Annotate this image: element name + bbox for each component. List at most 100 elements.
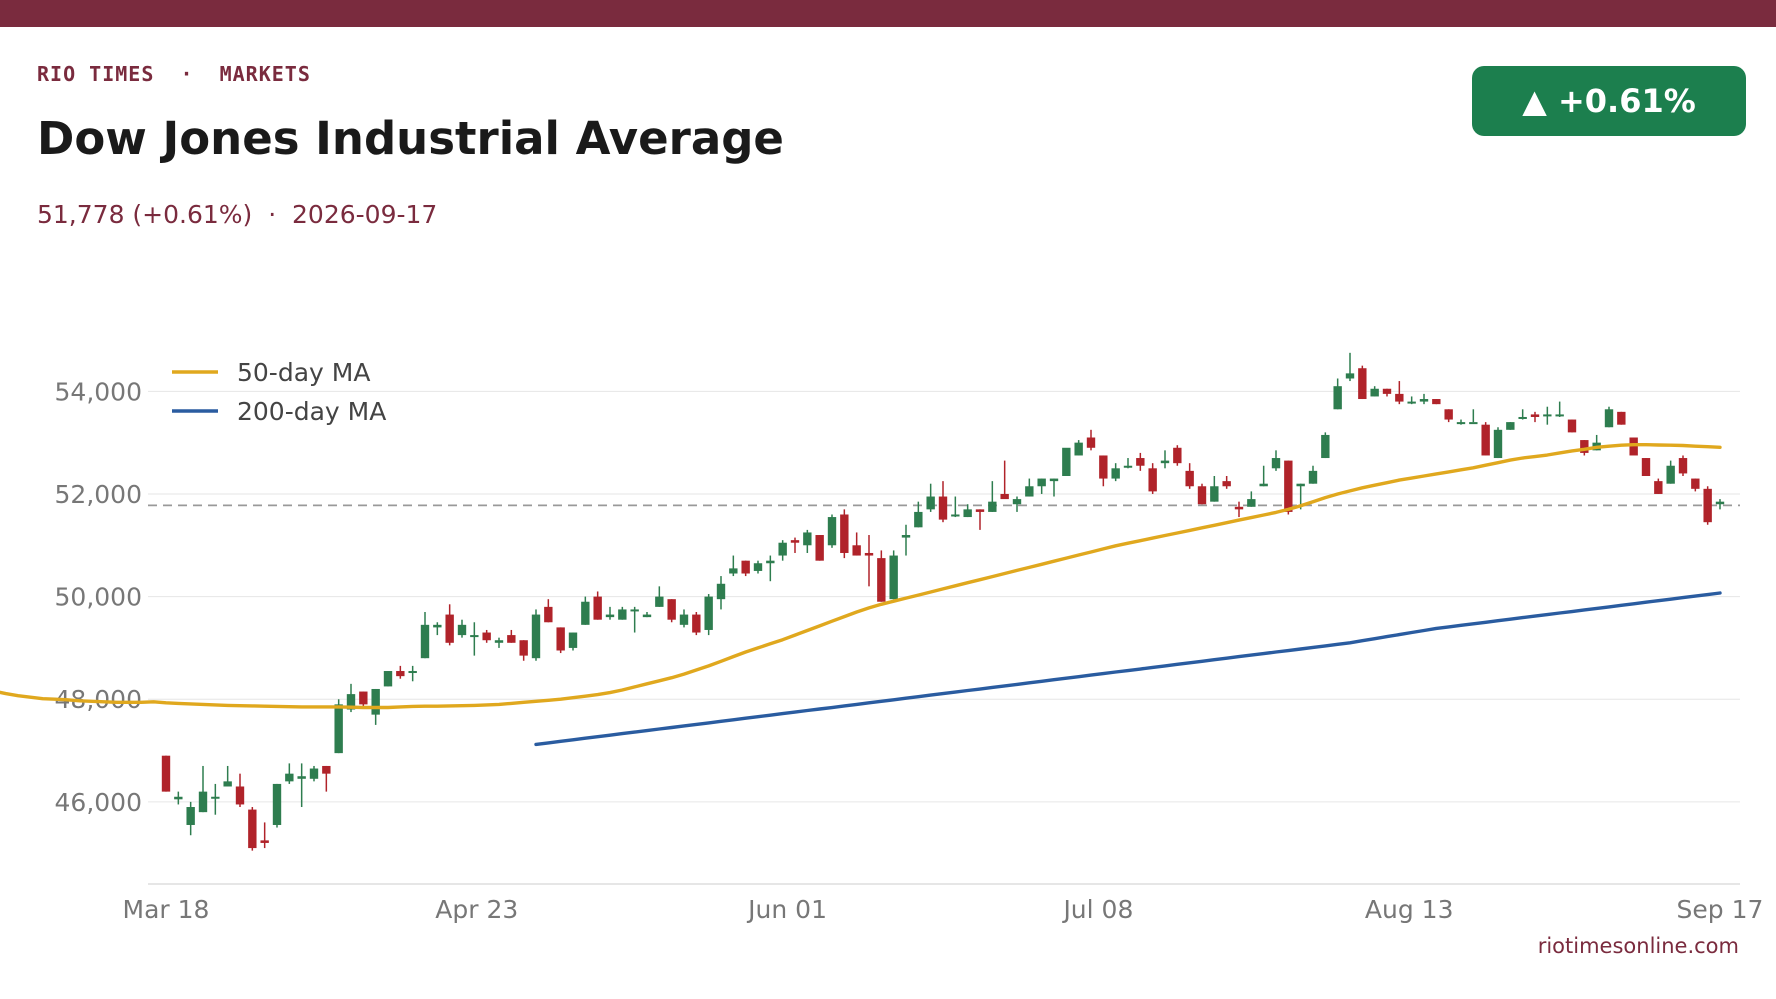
candle-body: [889, 555, 898, 600]
candle-body: [1530, 414, 1540, 417]
candle-body: [1654, 481, 1663, 494]
legend-label: 50-day MA: [237, 358, 370, 387]
candle-body: [1025, 486, 1034, 497]
candle-body: [618, 609, 627, 620]
candle-body: [655, 596, 664, 607]
candle-body: [642, 614, 652, 618]
candle-body: [1321, 434, 1330, 459]
candle-body: [1259, 483, 1268, 487]
candle-body: [1432, 399, 1441, 405]
candle-body: [507, 635, 516, 643]
x-tick-label: Aug 13: [1365, 895, 1454, 924]
candle-body: [1222, 481, 1231, 487]
candle-body: [667, 599, 676, 620]
candle-body: [1370, 388, 1379, 397]
candle-body: [1395, 393, 1404, 402]
candle-body: [285, 773, 294, 782]
section-kicker: RIO TIMES · MARKETS: [37, 62, 311, 86]
candle-body: [1703, 488, 1712, 523]
candle-body: [544, 606, 553, 623]
candle-body: [346, 694, 356, 710]
candle-body: [716, 583, 726, 600]
candle-body: [877, 558, 886, 602]
candle-body: [519, 640, 528, 656]
candle-body: [1493, 429, 1503, 459]
page-title: Dow Jones Industrial Average: [37, 112, 784, 165]
candle-body: [1641, 458, 1651, 476]
candle-body: [1160, 460, 1170, 464]
candle-body: [457, 624, 467, 636]
candle-body: [1210, 486, 1219, 502]
candle-body: [1358, 368, 1367, 400]
candle-body: [235, 786, 245, 805]
candle-body: [1715, 501, 1725, 505]
candle-body: [371, 688, 380, 715]
candle-body: [1000, 493, 1009, 500]
candle-body: [1086, 437, 1096, 448]
candle-body: [938, 496, 948, 520]
candle-body: [1037, 478, 1046, 487]
candle-body: [741, 560, 750, 574]
candle-body: [605, 614, 615, 618]
candle-body: [827, 517, 837, 546]
candle-body: [359, 691, 368, 705]
candle-body: [445, 614, 454, 643]
candle-body: [1136, 458, 1145, 466]
candle-body: [1555, 414, 1564, 417]
candle-body: [1012, 499, 1022, 505]
candle-body: [1543, 414, 1552, 417]
candle-body: [198, 791, 208, 813]
candle-body: [1074, 442, 1083, 456]
candle-body: [1456, 422, 1466, 425]
change-badge: ▲ +0.61%: [1472, 66, 1746, 136]
candle-body: [901, 535, 911, 538]
candle-body: [630, 609, 639, 612]
candle-body: [396, 671, 405, 677]
candle-body: [1284, 460, 1293, 512]
candle-body: [1481, 424, 1490, 456]
candle-body: [778, 542, 787, 556]
candle-body: [1666, 465, 1675, 484]
candle-body: [766, 560, 775, 564]
candle-body: [334, 704, 343, 754]
candle-body: [1678, 458, 1688, 474]
candle-body: [692, 614, 701, 633]
candle-body: [1099, 455, 1108, 479]
candle-body: [679, 614, 689, 625]
candle-body: [531, 614, 541, 659]
candle-body: [864, 552, 874, 556]
candle-body: [1382, 388, 1392, 394]
candle-body: [1062, 447, 1071, 476]
candle-body: [926, 496, 935, 510]
candle-body: [161, 755, 171, 792]
candle-body: [1333, 386, 1342, 410]
candle-body: [1197, 486, 1207, 505]
candle-body: [975, 509, 985, 512]
candle-body: [248, 809, 257, 849]
y-tick-label: 50,000: [55, 583, 142, 612]
candle-body: [815, 535, 824, 561]
candle-body: [1506, 422, 1515, 430]
candle-body: [260, 840, 269, 843]
candle-body: [1444, 409, 1453, 420]
candle-body: [1580, 440, 1589, 453]
candle-body: [988, 501, 997, 512]
price-subtitle: 51,778 (+0.61%) · 2026-09-17: [37, 200, 438, 229]
x-tick-label: Jun 01: [746, 895, 827, 924]
top-brand-bar: [0, 0, 1776, 27]
legend-label: 200-day MA: [237, 397, 386, 426]
y-tick-label: 54,000: [55, 377, 142, 406]
candle-body: [852, 545, 861, 556]
candle-body: [383, 671, 393, 687]
x-tick-label: Jul 08: [1061, 895, 1133, 924]
candle-body: [581, 601, 590, 625]
candle-body: [729, 568, 738, 574]
candle-body: [568, 632, 578, 648]
candle-body: [1123, 465, 1133, 468]
candle-body: [1185, 470, 1194, 487]
candle-body: [420, 624, 430, 659]
candle-body: [494, 640, 504, 643]
candle-body: [753, 563, 763, 571]
candle-body: [1296, 483, 1305, 487]
